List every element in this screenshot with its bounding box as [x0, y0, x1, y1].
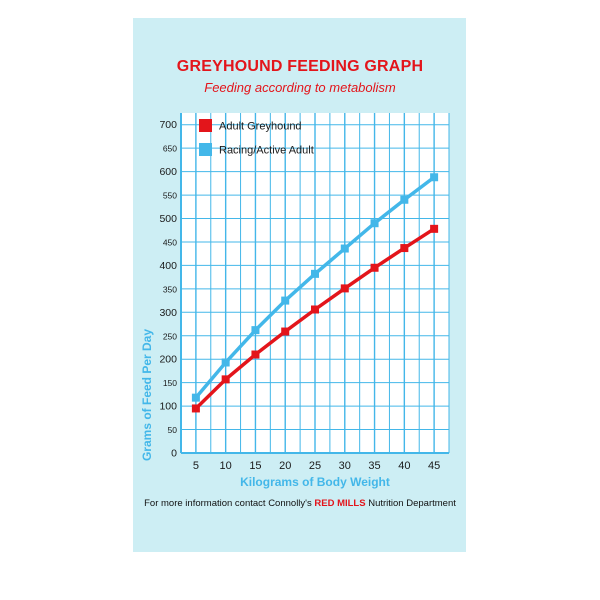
- x-tick-label: 5: [193, 460, 199, 472]
- data-point: [311, 305, 319, 314]
- y-tick-labels: 0 50 100 150 200 250 300 350 400 450 500 550 600 650 7…: [159, 119, 177, 459]
- footer-brand: RED MILLS: [314, 498, 366, 509]
- x-tick-label: 10: [220, 460, 232, 472]
- footer-suffix: Nutrition Department: [365, 498, 456, 509]
- chart-subtitle: Feeding according to metabolism: [204, 80, 396, 95]
- y-tick-label: 600: [159, 166, 177, 178]
- y-tick-label: 200: [159, 354, 177, 366]
- y-tick-label: 250: [163, 331, 177, 341]
- data-point: [221, 358, 230, 367]
- x-tick-label: 20: [279, 460, 291, 472]
- data-point: [221, 375, 230, 384]
- x-axis-label: Kilograms of Body Weight: [240, 475, 390, 489]
- legend-label: Adult Greyhound: [219, 121, 302, 133]
- x-tick-label: 45: [428, 460, 440, 472]
- data-point: [430, 173, 439, 182]
- data-point: [251, 350, 260, 359]
- x-tick-label: 30: [339, 460, 351, 472]
- data-point: [340, 284, 349, 293]
- footer-prefix: For more information contact Connolly's: [144, 498, 315, 509]
- y-tick-label: 150: [163, 378, 177, 388]
- data-point: [340, 244, 349, 253]
- y-tick-label: 50: [168, 425, 178, 435]
- legend-swatch: [199, 143, 212, 156]
- y-tick-label: 100: [159, 401, 177, 413]
- series-points: [191, 173, 439, 413]
- y-axis-label: Grams of Feed Per Day: [140, 329, 154, 461]
- y-tick-label: 0: [171, 448, 177, 460]
- y-tick-label: 400: [159, 260, 177, 272]
- x-tick-label: 25: [309, 460, 321, 472]
- x-tick-labels: 5 10 15 20 25 30 35 40 45: [193, 460, 440, 472]
- y-tick-label: 550: [163, 191, 177, 201]
- data-point: [191, 393, 200, 402]
- y-tick-label: 350: [163, 284, 177, 294]
- data-point: [400, 244, 409, 253]
- y-tick-label: 300: [159, 307, 177, 319]
- y-tick-label: 500: [159, 213, 177, 225]
- data-point: [281, 327, 290, 336]
- x-tick-label: 35: [368, 460, 380, 472]
- data-point: [430, 224, 439, 233]
- x-tick-label: 15: [249, 460, 261, 472]
- legend-swatch: [199, 119, 212, 132]
- legend-label: Racing/Active Adult: [219, 145, 314, 157]
- y-tick-label: 450: [163, 237, 177, 247]
- footer-note: For more information contact Connolly's …: [0, 498, 600, 509]
- data-point: [370, 219, 379, 228]
- data-point: [191, 404, 200, 413]
- data-point: [251, 326, 260, 335]
- y-tick-label: 650: [163, 144, 177, 154]
- data-point: [311, 269, 319, 278]
- data-point: [281, 296, 290, 305]
- x-tick-label: 40: [398, 460, 410, 472]
- data-point: [400, 195, 409, 204]
- y-tick-label: 700: [159, 119, 177, 131]
- chart-title: GREYHOUND FEEDING GRAPH: [176, 58, 424, 75]
- data-point: [370, 263, 379, 272]
- legend: Adult Greyhound Racing/Active Adult: [199, 119, 314, 157]
